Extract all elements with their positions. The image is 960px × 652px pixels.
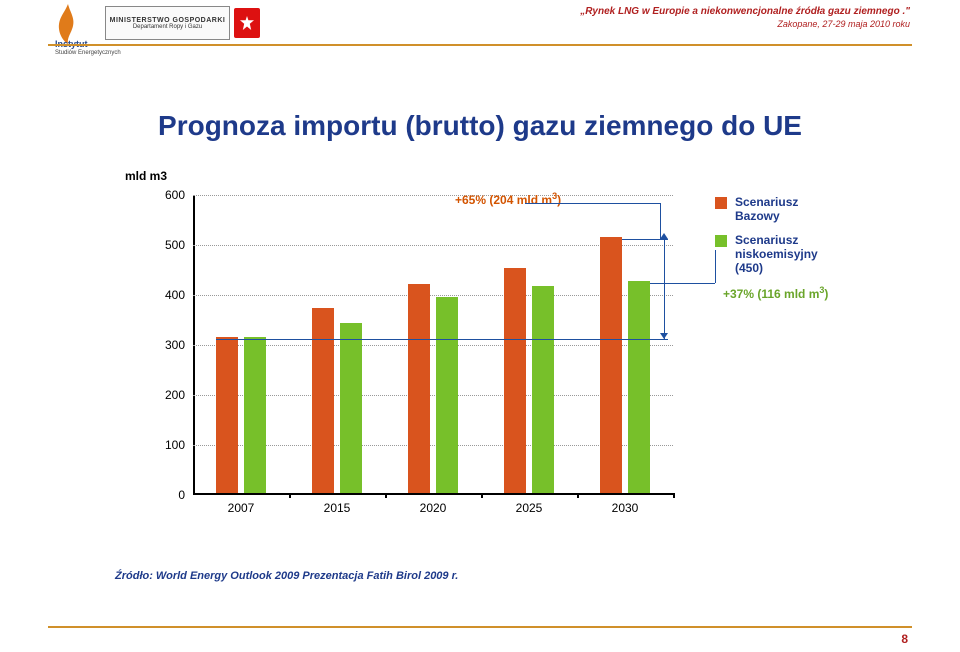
footer-rule (48, 626, 912, 628)
bar-bazowy-2015 (312, 308, 334, 493)
callout-line (715, 250, 716, 283)
bar-niskoem-2015 (340, 323, 362, 493)
x-tick-label: 2025 (516, 501, 543, 515)
callout-line (216, 339, 668, 340)
y-tick-label: 300 (155, 338, 185, 352)
x-tick-mark (481, 493, 483, 498)
legend-swatch-nisko (715, 235, 727, 247)
x-tick-label: 2015 (324, 501, 351, 515)
y-tick-label: 0 (155, 488, 185, 502)
header-conf-date: Zakopane, 27-29 maja 2010 roku (580, 19, 910, 29)
x-tick-mark (385, 493, 387, 498)
y-tick-label: 600 (155, 188, 185, 202)
bar-niskoem-2025 (532, 286, 554, 494)
bar-niskoem-2030 (628, 281, 650, 494)
bar-niskoem-2007 (244, 337, 266, 493)
legend-label-bazowy: Scenariusz Bazowy (735, 195, 845, 223)
callout-arrow-icon (660, 333, 668, 339)
bar-bazowy-2025 (504, 268, 526, 493)
legend-swatch-bazowy (715, 197, 727, 209)
gridline (193, 195, 673, 196)
y-axis-title: mld m3 (125, 169, 167, 183)
annotation-plus65: +65% (204 mld m3) (455, 191, 561, 207)
chart-area: mld m3 010020030040050060020072015202020… (155, 195, 845, 540)
x-tick-mark (289, 493, 291, 498)
x-tick-mark (673, 493, 675, 498)
x-tick-mark (577, 493, 579, 498)
callout-line (660, 203, 661, 239)
x-tick-label: 2007 (228, 501, 255, 515)
header-right-block: „Rynek LNG w Europie a niekonwencjonalne… (580, 6, 910, 29)
slide-title: Prognoza importu (brutto) gazu ziemnego … (0, 110, 960, 142)
bar-bazowy-2020 (408, 284, 430, 493)
source-citation: Źródło: World Energy Outlook 2009 Prezen… (115, 570, 458, 582)
header-rule (48, 44, 912, 46)
y-tick-label: 100 (155, 438, 185, 452)
slide-page: Instytut Studiów Energetycznych MINISTER… (0, 0, 960, 652)
callout-line (650, 283, 715, 284)
callout-line (525, 203, 660, 204)
y-tick-label: 400 (155, 288, 185, 302)
page-number: 8 (901, 632, 908, 646)
y-tick-label: 500 (155, 238, 185, 252)
legend-item-nisko: Scenariusz niskoemisyjny (450) (715, 233, 845, 275)
y-tick-label: 200 (155, 388, 185, 402)
annotation-plus37: +37% (116 mld m3) (723, 285, 828, 301)
legend-label-nisko: Scenariusz niskoemisyjny (450) (735, 233, 845, 275)
bar-niskoem-2020 (436, 297, 458, 493)
bar-bazowy-2007 (216, 337, 238, 493)
callout-line (664, 239, 665, 340)
poland-emblem-icon (234, 8, 260, 38)
institute-sub: Studiów Energetycznych (55, 50, 121, 56)
x-tick-label: 2020 (420, 501, 447, 515)
header-conf-title: „Rynek LNG w Europie a niekonwencjonalne… (580, 6, 910, 17)
ministry-line1: MINISTERSTWO GOSPODARKI (110, 17, 226, 24)
ann37-pre: +37% (116 mld m (723, 287, 819, 301)
ann65-suf: ) (557, 193, 561, 207)
ann37-suf: ) (824, 287, 828, 301)
flame-logo-icon (55, 4, 81, 44)
bar-bazowy-2030 (600, 237, 622, 494)
ministry-line2: Departament Ropy i Gazu (133, 24, 202, 30)
callout-arrow-icon (660, 233, 668, 239)
ministry-box: MINISTERSTWO GOSPODARKI Departament Ropy… (105, 6, 230, 40)
header-region: Instytut Studiów Energetycznych MINISTER… (0, 0, 960, 60)
plot-region: 010020030040050060020072015202020252030 (193, 195, 673, 495)
x-tick-label: 2030 (612, 501, 639, 515)
ann65-pre: +65% (204 mld m (455, 193, 552, 207)
callout-line (622, 239, 668, 240)
legend: Scenariusz Bazowy Scenariusz niskoemisyj… (715, 195, 845, 285)
legend-item-bazowy: Scenariusz Bazowy (715, 195, 845, 223)
